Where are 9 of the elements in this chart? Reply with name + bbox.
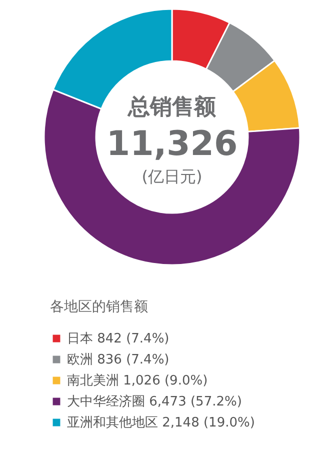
legend-label: 大中华经济圈 6,473 (57.2%) xyxy=(67,394,242,410)
legend-label: 亚洲和其他地区 2,148 (19.0%) xyxy=(67,416,255,430)
legend-title: 各地区的销售额 xyxy=(50,299,148,315)
text: (亿日元) xyxy=(142,167,202,186)
legend-label: 南北美洲 1,026 (9.0%) xyxy=(67,372,208,388)
legend-label: 欧洲 836 (7.4%) xyxy=(67,352,170,368)
legend-label: 日本 842 (7.4%) xyxy=(67,332,170,346)
text: 11,326 xyxy=(106,124,238,164)
text: 总销售额 xyxy=(127,94,217,120)
